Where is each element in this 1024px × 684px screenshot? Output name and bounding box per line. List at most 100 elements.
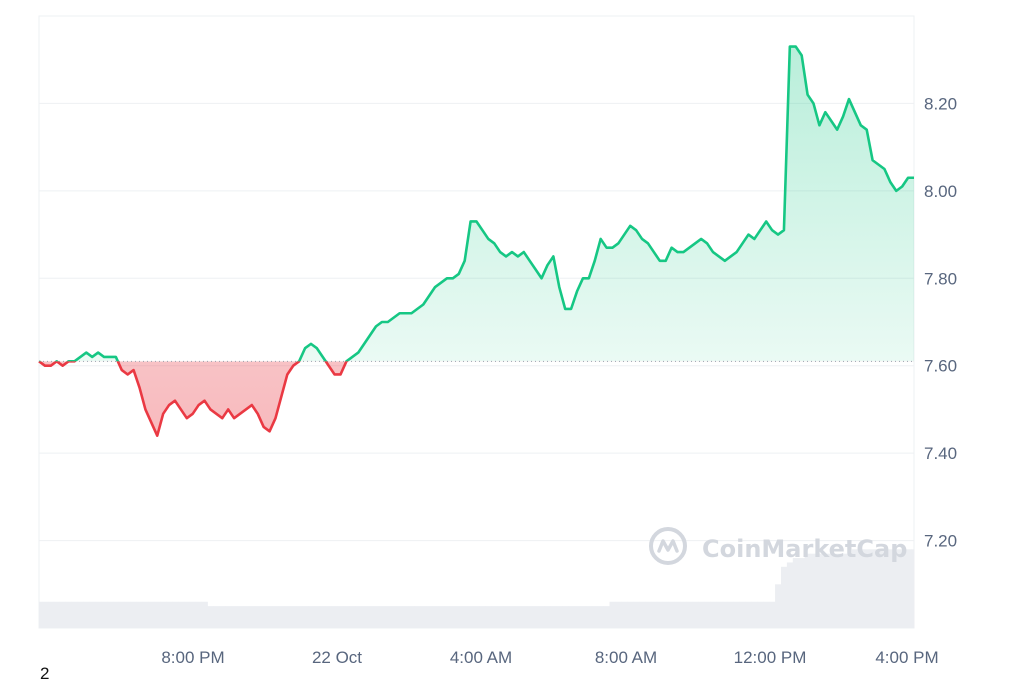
volume-bar <box>378 606 386 628</box>
volume-bar <box>899 549 906 628</box>
volume-bar <box>432 606 439 628</box>
volume-bar <box>828 553 835 628</box>
volume-bar <box>621 601 628 628</box>
volume-bar <box>177 601 185 628</box>
volume-bar <box>751 601 758 628</box>
volume-bar <box>443 606 451 628</box>
volume-bar <box>579 606 587 628</box>
volume-bar <box>491 606 498 628</box>
volume-bar <box>254 606 262 628</box>
volume-bar <box>757 601 764 628</box>
volume-bar <box>47 601 55 628</box>
volume-bar <box>183 601 191 628</box>
volume-bar <box>769 601 776 628</box>
volume-bar <box>373 606 380 628</box>
x-tick-label: 8:00 PM <box>161 648 224 667</box>
volume-bar <box>225 606 232 628</box>
x-tick-label: 22 Oct <box>312 648 362 667</box>
volume-bar <box>302 606 309 628</box>
volume-bar <box>609 601 616 628</box>
volume-bar <box>792 558 800 628</box>
volume-bar <box>242 606 250 628</box>
volume-bar <box>331 606 338 628</box>
x-tick-label: 12:00 PM <box>734 648 807 667</box>
volume-bar <box>804 553 811 628</box>
volume-bar <box>89 601 96 628</box>
volume-bar <box>455 606 463 628</box>
volume-bar <box>715 601 723 628</box>
volume-bar <box>467 606 474 628</box>
y-tick-label: 8.20 <box>924 94 957 113</box>
volume-bar <box>367 606 374 628</box>
volume-bar <box>154 601 161 628</box>
volume-bar <box>426 606 433 628</box>
volume-bar <box>237 606 244 628</box>
x-axis: 8:00 PM 22 Oct 4:00 AM 8:00 AM 12:00 PM 4:00 … <box>161 648 938 667</box>
volume-bar <box>857 549 865 628</box>
volume-bar <box>213 606 220 628</box>
volume-bar <box>692 601 699 628</box>
volume-bar <box>59 601 66 628</box>
volume-bar <box>615 601 622 628</box>
volume-bar <box>775 584 782 628</box>
volume-bar <box>124 601 132 628</box>
volume-bar <box>710 601 717 628</box>
footnote: 2 <box>40 664 50 683</box>
volume-bar <box>308 606 315 628</box>
volume-bar <box>568 606 575 628</box>
y-tick-label: 8.00 <box>924 182 957 201</box>
volume-bar <box>834 553 841 628</box>
volume-bar <box>869 549 876 628</box>
volume-bar <box>420 606 427 628</box>
volume-bar <box>887 549 894 628</box>
volume-bar <box>313 606 321 628</box>
volume-bar <box>130 601 137 628</box>
volume-bar <box>585 606 593 628</box>
volume-bar <box>479 606 486 628</box>
price-area-above-baseline <box>74 46 914 362</box>
volume-bar <box>71 601 78 628</box>
volume-bar <box>645 601 652 628</box>
volume-bar <box>39 601 43 628</box>
volume-bar <box>763 601 770 628</box>
volume-bar <box>461 606 469 628</box>
volume-bar <box>851 549 859 628</box>
volume-bar <box>591 606 599 628</box>
volume-bar <box>526 606 534 628</box>
volume-bar <box>83 601 90 628</box>
y-axis: 7.20 7.40 7.60 7.80 8.00 8.20 <box>924 94 957 550</box>
volume-bar <box>497 606 504 628</box>
watermark: CoinMarketCap <box>649 527 907 565</box>
volume-bar <box>438 606 445 628</box>
volume-bar <box>396 606 403 628</box>
volume-bar <box>875 549 882 628</box>
volume-bar <box>650 601 658 628</box>
volume-bar <box>266 606 273 628</box>
volume-bar <box>520 606 528 628</box>
volume-bar <box>633 601 640 628</box>
y-tick-label: 7.80 <box>924 269 957 288</box>
volume-bar <box>597 606 605 628</box>
volume-bar <box>556 606 563 628</box>
volume-bar <box>106 601 114 628</box>
volume-bar <box>509 606 516 628</box>
volume-bar <box>284 606 291 628</box>
volume-bar <box>189 601 197 628</box>
volume-bar <box>780 566 788 628</box>
y-tick-label: 7.20 <box>924 532 957 551</box>
volume-bar <box>905 549 912 628</box>
volume-bar <box>810 553 817 628</box>
volume-bar <box>893 549 900 628</box>
volume-bar <box>53 601 61 628</box>
volume-bar <box>550 606 557 628</box>
volume-bar <box>148 601 155 628</box>
volume-bar <box>816 553 823 628</box>
x-tick-label: 4:00 PM <box>875 648 938 667</box>
x-tick-label: 4:00 AM <box>450 648 512 667</box>
volume-bar <box>863 549 871 628</box>
price-line-above-baseline <box>39 45 914 362</box>
volume-bar <box>77 601 84 628</box>
volume-bar <box>739 601 746 628</box>
volume-bar <box>166 601 173 628</box>
watermark-text: CoinMarketCap <box>702 535 907 563</box>
